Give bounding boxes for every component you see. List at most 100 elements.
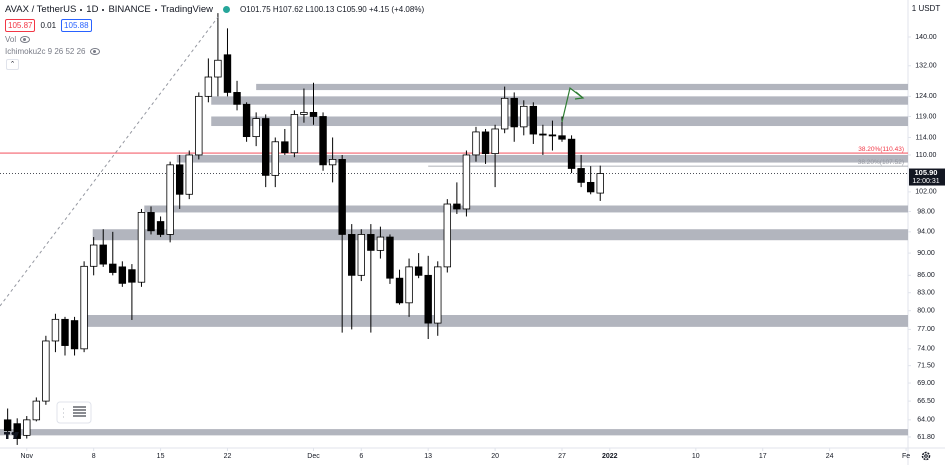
candle-body [491, 128, 499, 155]
candle [443, 199, 452, 273]
x-tick-label: 20 [491, 453, 499, 460]
candle-body [23, 419, 31, 436]
x-tick-label: 15 [157, 453, 165, 460]
fib-label: 38.20%(107.52) [858, 159, 904, 166]
ask[interactable]: 105.88 [61, 19, 92, 32]
y-tick-label: 69.00 [917, 380, 935, 387]
candle [80, 261, 88, 353]
market-status [222, 6, 230, 13]
candle-body [80, 265, 88, 350]
candle [185, 150, 193, 200]
candle-body [319, 116, 327, 166]
candle [405, 258, 413, 317]
candle-body [300, 111, 308, 115]
candle [281, 128, 289, 155]
candle-body [156, 221, 165, 235]
candle-body [137, 212, 146, 283]
candle [500, 86, 509, 134]
candle [109, 231, 117, 276]
y-tick-label: 83.00 [917, 290, 935, 297]
header: AVAX / TetherUS 1D BINANCE TradingView O… [5, 4, 424, 15]
y-tick-label: 90.00 [917, 250, 935, 257]
candle [395, 269, 404, 305]
candle-body [32, 400, 41, 421]
candle [539, 124, 547, 155]
candle [481, 128, 490, 164]
last-price-tag [909, 168, 945, 186]
indicator: Vol [5, 35, 31, 44]
candle [328, 137, 337, 183]
candle-body [147, 212, 155, 232]
x-tick-label: 22 [224, 453, 232, 460]
indicator: Ichimoku2c 9 26 52 26 [5, 47, 100, 56]
zone [211, 96, 908, 105]
y-tick-label: 140.00 [915, 34, 937, 41]
y-tick-label: 66.50 [917, 398, 935, 405]
settings-icon[interactable] [921, 451, 931, 461]
candle-body [405, 266, 413, 304]
candle [70, 316, 79, 356]
interval: 1D [86, 4, 99, 15]
candle-body [309, 111, 318, 117]
candle [491, 124, 499, 188]
candle-body [443, 203, 452, 268]
candle [32, 397, 41, 422]
candle-body [195, 95, 203, 156]
candle [204, 58, 213, 103]
candle [147, 206, 155, 235]
candle [13, 418, 21, 445]
candle [166, 161, 174, 243]
candle [357, 229, 365, 282]
zone [256, 83, 908, 91]
y-tick-label: 119.00 [916, 113, 937, 120]
x-tick-label: Dec [307, 453, 320, 460]
candle-body [357, 234, 365, 276]
candle [3, 408, 12, 434]
zone [84, 315, 908, 327]
candle [23, 416, 31, 439]
candle-body [548, 134, 557, 137]
y-tick-label: 98.00 [917, 208, 935, 215]
candle-body [328, 159, 337, 166]
y-tick-label: 74.00 [917, 346, 935, 353]
y-tick-label: 64.00 [917, 417, 935, 424]
candle-body [281, 141, 289, 154]
candle [42, 335, 50, 405]
candle-body [3, 419, 12, 432]
candle-body [596, 173, 604, 194]
candle-body [271, 141, 279, 176]
zone [0, 429, 908, 436]
candle [348, 224, 356, 330]
candle-body [13, 423, 21, 439]
candle-body [453, 203, 461, 210]
collapse-button[interactable]: ⌃ [6, 59, 19, 70]
candle [242, 102, 251, 142]
candle-body [233, 92, 241, 105]
candle [462, 150, 471, 217]
candle [262, 114, 270, 188]
candle [510, 92, 518, 142]
candle [596, 165, 604, 201]
candle-body [386, 236, 394, 279]
x-tick-label: Nov [21, 453, 34, 460]
y-tick-label: 77.00 [917, 326, 935, 333]
candle [137, 208, 146, 287]
candle-body [348, 234, 356, 276]
x-tick-label: 13 [424, 453, 432, 460]
candle-body [128, 269, 136, 283]
candle-body [434, 266, 442, 324]
candle-body [558, 135, 566, 140]
logo [4, 432, 19, 439]
currency-label: 1 USDT [912, 4, 941, 13]
price-axis-bg [908, 0, 945, 465]
x-tick-label: 17 [759, 453, 767, 460]
toolbar-button[interactable] [56, 401, 92, 424]
candle-body [214, 59, 222, 78]
countdown-label: 12:00:31 [912, 178, 939, 185]
bid[interactable]: 105.87 [5, 19, 36, 32]
y-tick-label: 110.00 [916, 152, 937, 159]
candle-body [166, 164, 174, 235]
candle [548, 120, 557, 151]
candle [567, 135, 576, 174]
